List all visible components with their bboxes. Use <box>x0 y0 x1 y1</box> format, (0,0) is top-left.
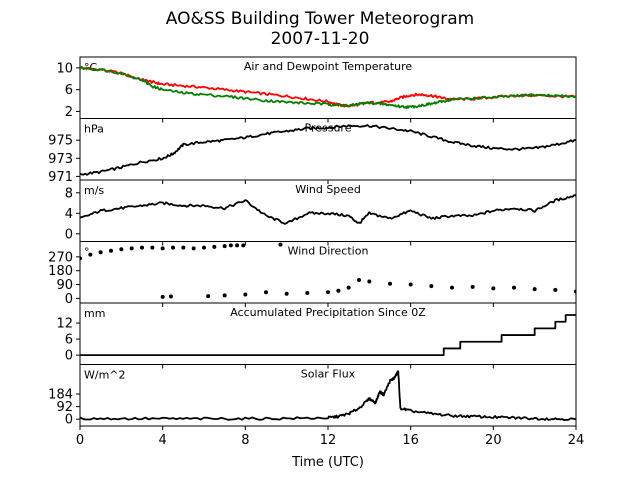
x-tick-label: 8 <box>241 433 249 448</box>
panel-unit: m/s <box>84 184 104 197</box>
y-tick-label: 4 <box>65 207 73 222</box>
wind-direction-point <box>119 247 124 252</box>
wind-direction-point <box>222 293 227 298</box>
wind-direction-point <box>202 245 206 250</box>
wind-direction-point <box>235 243 240 248</box>
y-tick-label: 0 <box>65 349 73 364</box>
wind-direction-point <box>326 290 330 295</box>
wind-direction-point <box>346 285 351 290</box>
panel-title: Solar Flux <box>301 368 356 381</box>
wind-direction-point <box>212 244 217 249</box>
wind-direction-point <box>150 245 155 250</box>
wind-direction-point <box>88 252 93 257</box>
y-tick-label: 2 <box>65 105 73 120</box>
wind-direction-point <box>243 292 248 297</box>
wind-direction-point <box>129 246 134 251</box>
wind-direction-point <box>80 256 82 261</box>
series-line-wind <box>80 194 576 225</box>
x-tick-label: 20 <box>485 433 502 448</box>
y-tick-label: 8 <box>65 186 73 201</box>
panel-unit: ° <box>84 246 90 259</box>
x-tick-label: 0 <box>76 433 84 448</box>
wind-direction-point <box>228 243 233 248</box>
x-axis-label: Time (UTC) <box>291 455 364 470</box>
wind-direction-point <box>408 282 413 287</box>
wind-direction-point <box>532 287 537 292</box>
y-tick-label: 184 <box>48 388 73 403</box>
wind-direction-point <box>160 294 165 299</box>
y-tick-label: 0 <box>65 227 73 242</box>
x-tick-label: 12 <box>320 433 337 448</box>
wind-direction-point <box>574 289 576 294</box>
y-tick-label: 270 <box>48 250 73 265</box>
panel-title: Accumulated Precipitation Since 0Z <box>230 306 426 319</box>
panel-title: Wind Speed <box>295 183 361 196</box>
wind-direction-point <box>171 245 175 250</box>
wind-direction-point <box>191 246 196 251</box>
wind-direction-point <box>367 279 372 284</box>
wind-direction-point <box>284 291 289 296</box>
series-line-solar <box>80 370 576 422</box>
y-tick-label: 10 <box>56 61 73 76</box>
wind-direction-point <box>140 245 144 250</box>
y-tick-label: 973 <box>48 152 73 167</box>
wind-direction-point <box>450 285 454 290</box>
y-tick-label: 6 <box>65 83 73 98</box>
y-tick-label: 0 <box>65 292 73 307</box>
wind-direction-point <box>388 281 392 286</box>
x-tick-label: 4 <box>159 433 167 448</box>
wind-direction-point <box>278 242 283 247</box>
panel-title: Air and Dewpoint Temperature <box>244 60 412 73</box>
wind-direction-point <box>160 246 165 251</box>
wind-direction-point <box>98 250 103 255</box>
wind-direction-point <box>470 284 475 289</box>
y-tick-label: 0 <box>65 413 73 428</box>
wind-direction-point <box>109 248 113 253</box>
wind-direction-point <box>181 245 186 250</box>
chart-date: 2007-11-20 <box>271 29 370 49</box>
x-tick-label: 24 <box>568 433 585 448</box>
panel-unit: hPa <box>84 123 104 136</box>
panel-unit: mm <box>84 307 105 320</box>
series-line-pressure <box>80 124 576 176</box>
y-tick-label: 180 <box>48 264 73 279</box>
wind-direction-point <box>429 284 434 289</box>
wind-direction-point <box>305 291 310 296</box>
y-tick-label: 90 <box>56 278 73 293</box>
y-tick-label: 12 <box>56 317 73 332</box>
wind-direction-point <box>206 294 211 299</box>
series-line-air <box>80 65 576 109</box>
panel-unit: W/m^2 <box>84 369 126 382</box>
y-tick-label: 6 <box>65 333 73 348</box>
y-tick-label: 971 <box>48 170 73 185</box>
wind-direction-point <box>491 286 496 291</box>
wind-direction-point <box>512 285 516 290</box>
wind-direction-point <box>336 288 341 293</box>
wind-direction-point <box>222 244 227 249</box>
chart-title: AO&SS Building Tower Meteorogram <box>166 9 474 29</box>
panel-title: Wind Direction <box>288 245 369 258</box>
y-tick-label: 92 <box>56 400 73 415</box>
x-tick-label: 16 <box>402 433 419 448</box>
series-line-accumulated <box>80 314 576 357</box>
wind-direction-point <box>553 287 558 292</box>
wind-direction-point <box>241 243 246 248</box>
y-tick-label: 975 <box>48 134 73 149</box>
wind-direction-point <box>357 277 361 282</box>
wind-direction-point <box>264 290 268 295</box>
wind-direction-point <box>168 294 173 299</box>
